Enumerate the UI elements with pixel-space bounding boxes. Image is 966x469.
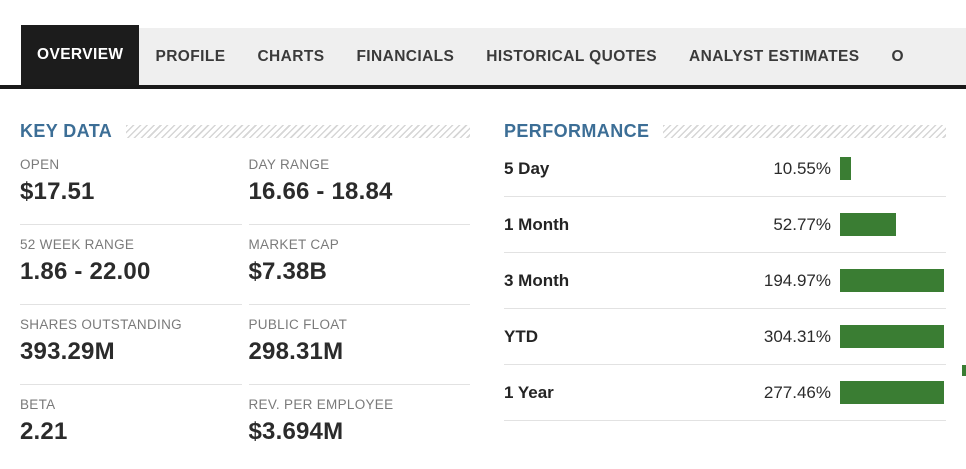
performance-percent-value: 10.55% — [773, 158, 831, 178]
performance-header: PERFORMANCE — [504, 121, 946, 141]
key-data-label: SHARES OUTSTANDING — [20, 317, 182, 332]
tab-navigation: OVERVIEW PROFILE CHARTS FINANCIALS HISTO… — [0, 25, 966, 89]
tab-analyst-estimates[interactable]: ANALYST ESTIMATES — [689, 47, 860, 65]
performance-row-3-month: 3 Month 194.97% — [504, 253, 946, 309]
key-data-label: 52 WEEK RANGE — [20, 237, 135, 252]
tab-historical-quotes[interactable]: HISTORICAL QUOTES — [486, 47, 658, 65]
performance-bar — [840, 269, 944, 292]
performance-row-ytd: YTD 304.31% — [504, 309, 946, 365]
performance-period-label: 1 Month — [504, 214, 570, 234]
tab-charts[interactable]: CHARTS — [257, 47, 325, 65]
key-data-label: DAY RANGE — [248, 157, 330, 172]
key-data-label: MARKET CAP — [248, 237, 340, 252]
hatch-decoration — [663, 124, 946, 138]
key-data-value: $3.694M — [248, 418, 344, 445]
performance-bar — [840, 325, 944, 348]
performance-bar-track — [840, 269, 946, 292]
performance-percent-value: 52.77% — [773, 214, 831, 234]
key-data-label: OPEN — [20, 157, 60, 172]
key-data-value: 2.21 — [20, 418, 68, 445]
performance-period-label: YTD — [504, 326, 538, 346]
key-data-label: REV. PER EMPLOYEE — [248, 397, 394, 412]
performance-bar-track — [840, 213, 946, 236]
performance-row-1-month: 1 Month 52.77% — [504, 197, 946, 253]
key-data-title: KEY DATA — [20, 121, 113, 141]
performance-bar-track — [840, 325, 946, 348]
performance-period-label: 5 Day — [504, 158, 550, 178]
tab-options[interactable]: O — [891, 47, 904, 65]
hatch-decoration — [126, 124, 470, 138]
key-data-label: PUBLIC FLOAT — [248, 317, 348, 332]
performance-period-label: 1 Year — [504, 382, 554, 402]
key-data-cell-beta: BETA 2.21 — [20, 384, 242, 464]
key-data-cell-day-range: DAY RANGE 16.66 - 18.84 — [249, 145, 471, 224]
tab-overview[interactable]: OVERVIEW — [21, 25, 140, 85]
performance-percent-value: 277.46% — [763, 382, 831, 402]
performance-row-1-year: 1 Year 277.46% — [504, 365, 946, 421]
performance-period-label: 3 Month — [504, 270, 570, 290]
key-data-value: 393.29M — [20, 338, 115, 365]
performance-percent-value: 194.97% — [763, 270, 831, 290]
key-data-cell-52-week-range: 52 WEEK RANGE 1.86 - 22.00 — [20, 224, 242, 304]
performance-bar-track — [840, 157, 946, 180]
performance-section: PERFORMANCE 5 Day 10.55% 1 Month 52.77% … — [504, 121, 946, 464]
key-data-cell-open: OPEN $17.51 — [20, 145, 242, 224]
tab-financials[interactable]: FINANCIALS — [356, 47, 455, 65]
key-data-cell-public-float: PUBLIC FLOAT 298.31M — [248, 304, 470, 384]
key-data-value: 16.66 - 18.84 — [248, 178, 393, 205]
key-data-section: KEY DATA OPEN $17.51 DAY RANGE 16.66 - 1… — [20, 121, 470, 464]
key-data-label: BETA — [20, 397, 56, 412]
key-data-header: KEY DATA — [20, 121, 470, 141]
performance-bar — [840, 213, 896, 236]
key-data-grid: OPEN $17.51 DAY RANGE 16.66 - 18.84 52 W… — [20, 145, 470, 464]
key-data-cell-shares-outstanding: SHARES OUTSTANDING 393.29M — [20, 304, 242, 384]
tab-profile[interactable]: PROFILE — [155, 47, 226, 65]
performance-title: PERFORMANCE — [504, 121, 650, 141]
performance-percent-value: 304.31% — [763, 326, 831, 346]
performance-bar-track — [840, 381, 946, 404]
tab-strip: OVERVIEW PROFILE CHARTS FINANCIALS HISTO… — [21, 25, 966, 85]
key-data-value: $17.51 — [20, 178, 95, 205]
key-data-value: 298.31M — [248, 338, 344, 365]
key-data-value: $7.38B — [248, 258, 328, 285]
performance-list: 5 Day 10.55% 1 Month 52.77% 3 Month 194.… — [504, 141, 946, 421]
performance-bar — [840, 157, 851, 180]
key-data-cell-rev-per-employee: REV. PER EMPLOYEE $3.694M — [248, 384, 470, 464]
key-data-value: 1.86 - 22.00 — [20, 258, 151, 285]
clipped-bar-fragment — [962, 365, 966, 376]
performance-bar — [840, 381, 944, 404]
performance-row-5-day: 5 Day 10.55% — [504, 141, 946, 197]
key-data-cell-market-cap: MARKET CAP $7.38B — [248, 224, 470, 304]
main-content: KEY DATA OPEN $17.51 DAY RANGE 16.66 - 1… — [0, 89, 966, 464]
